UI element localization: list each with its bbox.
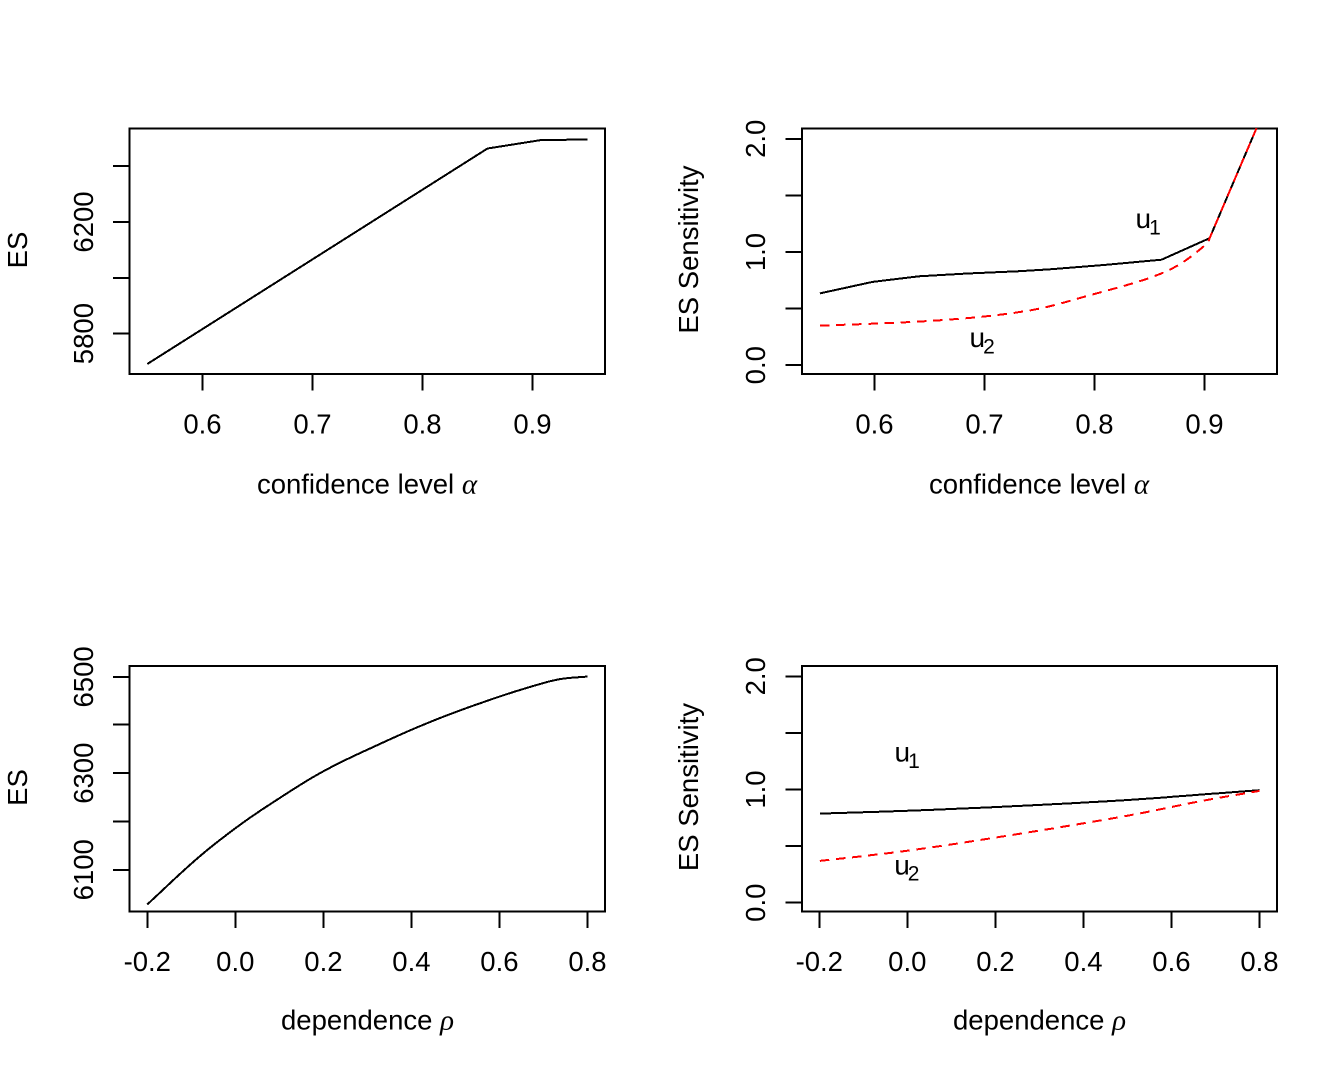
svg-text:0.0: 0.0 — [740, 884, 771, 922]
svg-text:0.7: 0.7 — [965, 408, 1003, 439]
svg-text:ES Sensitivity: ES Sensitivity — [673, 703, 704, 871]
svg-text:0.8: 0.8 — [1075, 408, 1113, 439]
svg-text:u1: u1 — [895, 737, 920, 773]
svg-text:0.9: 0.9 — [513, 408, 551, 439]
svg-text:0.8: 0.8 — [568, 946, 606, 977]
svg-text:6100: 6100 — [68, 839, 99, 900]
svg-text:0.6: 0.6 — [480, 946, 518, 977]
svg-text:-0.2: -0.2 — [796, 946, 843, 977]
svg-text:ES Sensitivity: ES Sensitivity — [673, 165, 704, 333]
svg-text:0.2: 0.2 — [304, 946, 342, 977]
svg-text:u1: u1 — [1136, 203, 1161, 239]
svg-text:0.0: 0.0 — [216, 946, 254, 977]
svg-text:0.6: 0.6 — [183, 408, 221, 439]
svg-text:dependence ρ: dependence ρ — [953, 1004, 1126, 1036]
svg-text:0.9: 0.9 — [1185, 408, 1223, 439]
svg-text:0.8: 0.8 — [403, 408, 441, 439]
svg-text:2.0: 2.0 — [740, 120, 771, 158]
svg-text:dependence ρ: dependence ρ — [281, 1004, 454, 1036]
svg-text:0.8: 0.8 — [1240, 946, 1278, 977]
svg-text:0.2: 0.2 — [976, 946, 1014, 977]
svg-text:-0.2: -0.2 — [124, 946, 171, 977]
svg-text:0.0: 0.0 — [740, 346, 771, 384]
svg-text:1.0: 1.0 — [740, 770, 771, 808]
svg-text:0.4: 0.4 — [1064, 946, 1102, 977]
svg-text:6500: 6500 — [68, 646, 99, 707]
svg-text:0.0: 0.0 — [888, 946, 926, 977]
svg-text:0.4: 0.4 — [392, 946, 430, 977]
svg-text:5800: 5800 — [68, 303, 99, 364]
svg-text:2.0: 2.0 — [740, 657, 771, 695]
svg-text:1.0: 1.0 — [740, 233, 771, 271]
svg-text:ES: ES — [2, 769, 33, 806]
svg-text:0.6: 0.6 — [855, 408, 893, 439]
svg-text:confidence level α: confidence level α — [257, 469, 478, 501]
svg-text:0.7: 0.7 — [293, 408, 331, 439]
svg-text:confidence level α: confidence level α — [929, 469, 1150, 501]
svg-text:ES: ES — [2, 232, 33, 269]
svg-text:6300: 6300 — [68, 743, 99, 804]
svg-text:6200: 6200 — [68, 191, 99, 252]
svg-text:0.6: 0.6 — [1152, 946, 1190, 977]
